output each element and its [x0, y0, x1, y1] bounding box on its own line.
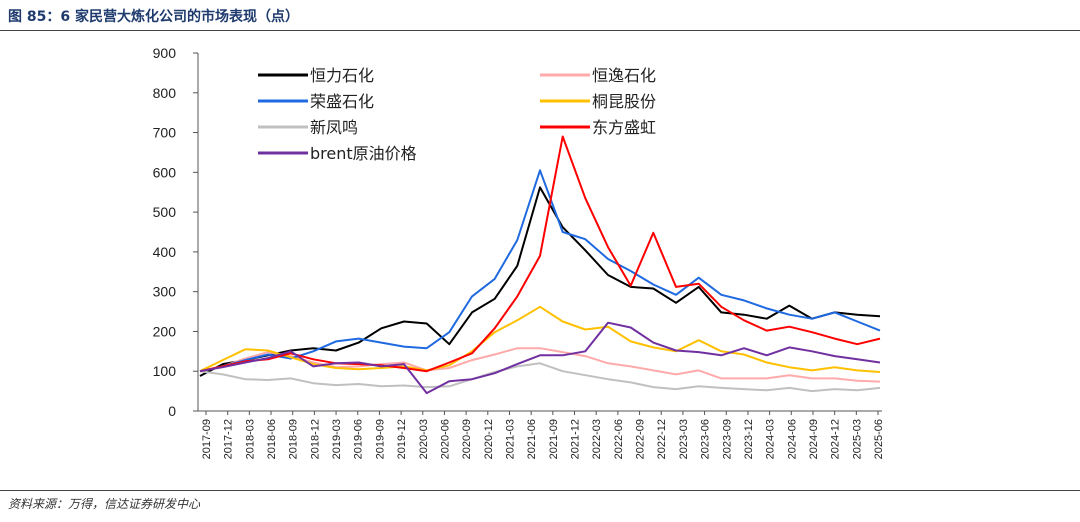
x-tick-label: 2024-06	[786, 419, 798, 459]
series-line	[199, 135, 881, 373]
x-tick-label: 2021-03	[504, 419, 516, 459]
legend-label: 东方盛虹	[592, 118, 656, 137]
x-tick-label: 2023-06	[700, 419, 712, 459]
x-tick-label: 2023-12	[743, 419, 755, 459]
x-tick-label: 2021-06	[526, 419, 538, 459]
x-tick-label: 2025-06	[873, 419, 885, 459]
source-note: 资料来源：万得，信达证券研发中心	[8, 497, 201, 511]
x-tick-label: 2023-09	[721, 419, 733, 459]
x-tick-label: 2022-06	[613, 419, 625, 459]
x-tick-label: 2019-12	[396, 419, 408, 459]
series-line	[199, 305, 881, 373]
x-tick-label: 2020-03	[418, 419, 430, 459]
x-tick-label: 2020-12	[483, 419, 495, 459]
figure-title: 图 85：6 家民营大炼化公司的市场表现（点）	[8, 9, 299, 25]
x-tick-label: 2023-03	[678, 419, 690, 459]
y-tick-label: 400	[153, 244, 177, 260]
x-tick-label: 2024-09	[808, 419, 820, 459]
x-tick-label: 2018-12	[309, 419, 321, 459]
y-tick-label: 700	[153, 125, 177, 141]
legend-label: 新凤鸣	[310, 118, 358, 137]
y-tick-label: 900	[153, 45, 177, 61]
legend-label: 荣盛石化	[310, 92, 374, 111]
y-tick-label: 800	[153, 85, 177, 101]
legend-label: 桐昆股份	[592, 92, 656, 111]
series-line	[199, 362, 881, 393]
y-tick-label: 100	[153, 363, 177, 379]
x-tick-label: 2025-03	[851, 419, 863, 459]
y-tick-label: 200	[153, 323, 177, 339]
line-chart: 0 100 200 300 400 500 600 700 800 900 2017-09 2017-…	[153, 45, 885, 459]
x-tick-label: 2021-12	[570, 419, 582, 459]
x-tick-label: 2024-12	[830, 419, 842, 459]
x-tick-label: 2019-03	[331, 419, 343, 459]
series-line	[199, 169, 881, 373]
x-tick-label: 2020-09	[461, 419, 473, 459]
y-tick-label: 300	[153, 284, 177, 300]
series-line	[199, 321, 881, 395]
x-tick-label: 2017-09	[201, 419, 213, 459]
y-tick-label: 600	[153, 164, 177, 180]
series-line	[199, 347, 881, 383]
y-tick-label: 500	[153, 204, 177, 220]
x-tick-label: 2022-12	[656, 419, 668, 459]
x-tick-label: 2018-06	[266, 419, 278, 459]
y-tick-label: 0	[168, 403, 176, 419]
x-tick-label: 2021-09	[548, 419, 560, 459]
x-tick-label: 2018-03	[244, 419, 256, 459]
x-tick-label: 2022-03	[591, 419, 603, 459]
top-divider	[0, 30, 1080, 31]
legend-label: 恒力石化	[310, 66, 374, 85]
x-tick-label: 2022-09	[635, 419, 647, 459]
x-tick-label: 2019-06	[353, 419, 365, 459]
x-tick-label: 2020-06	[439, 419, 451, 459]
chart-series	[199, 135, 881, 395]
x-tick-label: 2018-09	[288, 419, 300, 459]
legend-label: 恒逸石化	[592, 66, 656, 85]
x-tick-label: 2024-03	[765, 419, 777, 459]
series-line	[199, 186, 881, 377]
bottom-divider	[0, 490, 1080, 491]
legend-label: brent原油价格	[310, 144, 417, 163]
chart-axes: 0 100 200 300 400 500 600 700 800 900 2017-09 2017-…	[153, 45, 885, 459]
x-tick-label: 2019-09	[374, 419, 386, 459]
x-tick-label: 2017-12	[223, 419, 235, 459]
